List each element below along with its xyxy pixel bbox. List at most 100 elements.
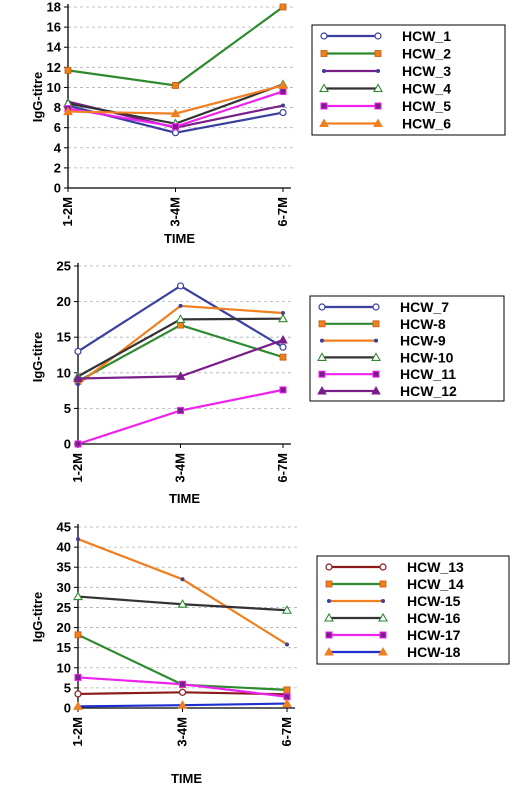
data-point [178,303,183,308]
chart-1: 0 2 4 6 8 10 12 14 16 18 1-2M 3-4M 6-7M IgG-titre TIME… [30,0,506,246]
data-point [177,700,188,709]
legend-marker [378,612,388,622]
series-HCW_12 [73,335,288,382]
y-tick-label: 45 [57,520,71,535]
data-point [177,407,184,415]
data-point [177,599,188,608]
y-tick-label: 15 [57,330,71,345]
y-axis-label: IgG-titre [30,592,45,643]
data-point [175,314,186,323]
legend-marker [379,580,387,588]
y-tick-label: 35 [57,560,71,575]
y-tick-label: 14 [47,40,62,55]
legend-marker [319,118,329,127]
data-point [170,108,181,118]
legend-marker [322,69,326,73]
legend-marker [374,338,378,343]
data-point [278,80,288,89]
y-tick-label: 0 [64,701,71,716]
y-tick-label: 10 [57,365,71,380]
legend-marker [371,385,381,395]
series-HCW-17 [74,673,291,701]
legend-label: HCW_4 [402,81,451,97]
y-tick-label: 20 [57,294,71,309]
series-line [77,538,288,646]
y-tick-label: 30 [57,580,71,595]
legend-marker [371,352,381,361]
legend-marker [325,631,333,639]
y-tick-label: 2 [54,160,61,175]
x-tick-label: 3-4M [175,717,190,747]
legend-label: HCW_7 [400,299,449,315]
data-point [180,577,185,582]
legend-marker [320,32,328,40]
y-tick-label: 5 [64,401,71,416]
y-tick-label: 25 [57,259,71,274]
legend-marker [376,69,380,73]
x-tick-label: 6-7M [275,197,290,227]
y-tick-label: 40 [57,540,71,555]
series-HCW_2 [64,3,287,89]
y-tick-label: 25 [57,600,71,615]
data-point [74,347,82,356]
data-point [279,87,287,95]
data-point [74,690,82,698]
data-point [179,680,186,688]
data-point [282,605,292,614]
legend-box [309,295,505,402]
data-point [281,310,285,315]
data-point [279,343,287,351]
legend-marker [320,338,324,343]
series-line [77,388,284,446]
legend-label: HCW-15 [407,593,461,609]
legend-marker [320,50,328,57]
series-line [67,6,284,87]
legend-marker [318,370,326,378]
legend-marker [317,352,327,361]
legend-marker [325,580,333,588]
x-tick-label: 3-4M [168,197,183,227]
data-point [279,386,287,394]
legend-marker [372,370,380,378]
legend-marker [324,612,334,622]
legend-marker [324,646,334,656]
data-point [283,686,291,694]
legend-marker [372,320,380,328]
legend-box [311,24,506,136]
legend-marker [381,599,385,603]
legend-marker [373,83,383,93]
x-axis-label: TIME [164,231,195,246]
legend-label: HCW-18 [407,644,461,660]
data-point [73,373,83,382]
y-tick-label: 8 [54,100,61,115]
legend-marker [320,102,328,110]
data-point [177,321,184,329]
data-point [278,335,288,344]
data-point [73,701,83,710]
y-tick-label: 15 [57,640,71,655]
legend-marker [372,303,380,311]
legend-label: HCW_13 [407,559,464,575]
data-point [172,123,179,131]
data-point [74,440,82,448]
y-tick-label: 20 [57,620,71,635]
data-point [74,631,82,639]
y-tick-label: 10 [47,80,61,95]
x-tick-label: 6-7M [279,717,294,747]
legend-marker [317,385,327,395]
legend-marker [318,303,326,311]
chart-3: 0 5 10 15 20 25 30 35 40 45 1-2M 3-4M 6-7M IgG-titre T… [30,520,510,786]
y-tick-label: 18 [47,0,61,15]
y-axis-label: IgG-titre [30,332,45,383]
series-HCW_11 [74,386,287,448]
data-point [281,103,285,108]
legend-marker [374,50,382,57]
legend-marker [319,83,329,93]
legend-box [316,555,510,665]
legend-marker [373,118,383,127]
x-tick-label: 6-7M [275,453,290,483]
legend-marker [378,646,388,656]
data-point [76,537,80,542]
